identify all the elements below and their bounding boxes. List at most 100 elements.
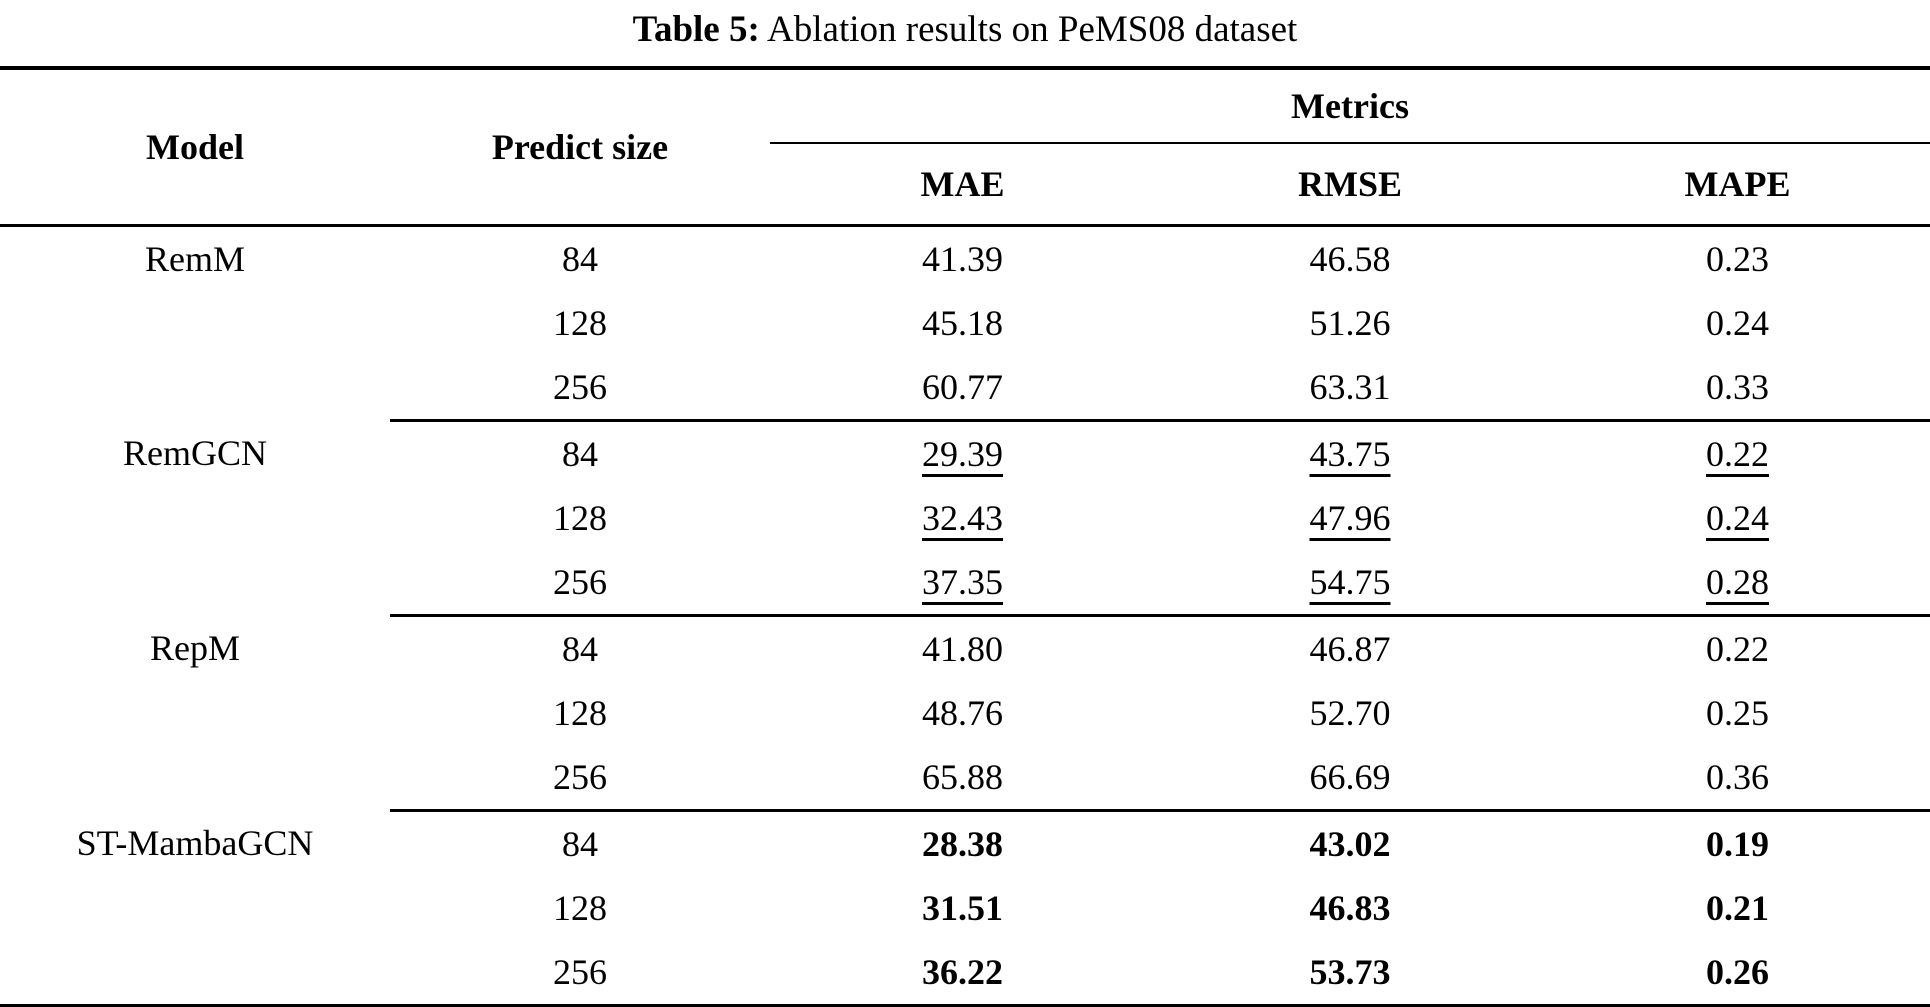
column-header-model: Model [0, 68, 390, 227]
mape-cell: 0.22 [1545, 421, 1930, 487]
rmse-value: 43.75 [1309, 434, 1391, 474]
mae-value: 28.38 [922, 824, 1003, 864]
mape-cell: 0.33 [1545, 355, 1930, 422]
mae-value: 60.77 [922, 367, 1003, 407]
rmse-value: 63.31 [1309, 367, 1391, 407]
mape-value: 0.22 [1706, 629, 1770, 669]
mape-value: 0.24 [1706, 498, 1770, 538]
predict-size-cell: 128 [553, 498, 607, 538]
mae-value: 41.39 [922, 239, 1003, 279]
mae-cell: 36.22 [770, 940, 1155, 1007]
rmse-value: 54.75 [1309, 562, 1391, 602]
rmse-cell: 43.75 [1155, 421, 1545, 487]
rmse-cell: 46.87 [1155, 616, 1545, 682]
table-row: ST-MambaGCN 84 28.38 43.02 0.19 [0, 811, 1930, 877]
mape-cell: 0.22 [1545, 616, 1930, 682]
rmse-cell: 51.26 [1155, 291, 1545, 355]
rmse-cell: 46.58 [1155, 226, 1545, 292]
mape-value: 0.26 [1706, 952, 1770, 992]
mape-value: 0.33 [1706, 367, 1770, 407]
table-row: RemGCN 84 29.39 43.75 0.22 [0, 421, 1930, 487]
rmse-cell: 54.75 [1155, 550, 1545, 617]
mape-cell: 0.26 [1545, 940, 1930, 1007]
mae-cell: 28.38 [770, 811, 1155, 877]
mape-value: 0.28 [1706, 562, 1770, 602]
mae-cell: 31.51 [770, 876, 1155, 940]
rmse-cell: 66.69 [1155, 745, 1545, 812]
model-cell: RepM [150, 627, 240, 668]
rmse-value: 51.26 [1309, 303, 1391, 343]
rmse-cell: 53.73 [1155, 940, 1545, 1007]
rmse-cell: 46.83 [1155, 876, 1545, 940]
header-row-metrics: MAE RMSE MAPE [0, 143, 1930, 227]
mae-cell: 37.35 [770, 550, 1155, 617]
table-row: 128 45.18 51.26 0.24 [0, 291, 1930, 355]
mae-value: 48.76 [922, 693, 1003, 733]
rmse-cell: 43.02 [1155, 811, 1545, 877]
column-header-mape: MAPE [1545, 143, 1930, 227]
mae-value: 36.22 [922, 952, 1003, 992]
predict-size-cell: 84 [562, 239, 598, 279]
table-row: 256 60.77 63.31 0.33 [0, 355, 1930, 422]
predict-size-cell: 256 [390, 745, 770, 812]
mape-cell: 0.23 [1545, 226, 1930, 292]
mae-cell: 65.88 [770, 745, 1155, 812]
predict-size-cell: 128 [553, 888, 607, 928]
table-caption: Table 5: Ablation results on PeMS08 data… [0, 0, 1930, 66]
mae-cell: 45.18 [770, 291, 1155, 355]
predict-size-cell: 256 [390, 940, 770, 1007]
mae-value: 45.18 [922, 303, 1003, 343]
table-row: RepM 84 41.80 46.87 0.22 [0, 616, 1930, 682]
column-header-rmse: RMSE [1155, 143, 1545, 227]
model-cell: RemGCN [123, 432, 267, 473]
mae-value: 31.51 [922, 888, 1003, 928]
mae-value: 32.43 [922, 498, 1003, 538]
mae-cell: 41.80 [770, 616, 1155, 682]
table-row: 128 32.43 47.96 0.24 [0, 486, 1930, 550]
table-caption-title: Ablation results on PeMS08 dataset [767, 9, 1298, 50]
mape-value: 0.22 [1706, 434, 1770, 474]
mae-cell: 32.43 [770, 486, 1155, 550]
mae-value: 29.39 [922, 434, 1003, 474]
mape-cell: 0.24 [1545, 486, 1930, 550]
mape-value: 0.23 [1706, 239, 1770, 279]
column-header-predict-size: Predict size [390, 68, 770, 227]
table-row: 256 36.22 53.73 0.26 [0, 940, 1930, 1007]
mape-cell: 0.21 [1545, 876, 1930, 940]
predict-size-cell: 128 [553, 693, 607, 733]
rmse-cell: 52.70 [1155, 681, 1545, 745]
predict-size-cell: 256 [390, 355, 770, 422]
rmse-value: 52.70 [1309, 693, 1391, 733]
mape-value: 0.21 [1706, 888, 1770, 928]
rmse-cell: 47.96 [1155, 486, 1545, 550]
mae-cell: 60.77 [770, 355, 1155, 422]
table-body: RemM 84 41.39 46.58 0.23 128 45.18 51.26 0.24 256… [0, 226, 1930, 1007]
rmse-value: 46.87 [1309, 629, 1391, 669]
mape-cell: 0.25 [1545, 681, 1930, 745]
mae-value: 37.35 [922, 562, 1003, 602]
mae-cell: 29.39 [770, 421, 1155, 487]
mape-value: 0.24 [1706, 303, 1770, 343]
table-row: 256 65.88 66.69 0.36 [0, 745, 1930, 812]
mape-cell: 0.19 [1545, 811, 1930, 877]
predict-size-cell: 84 [562, 434, 598, 474]
table-row: RemM 84 41.39 46.58 0.23 [0, 226, 1930, 292]
predict-size-cell: 84 [562, 629, 598, 669]
rmse-value: 47.96 [1309, 498, 1391, 538]
mae-cell: 41.39 [770, 226, 1155, 292]
header-row-group: Model Predict size Metrics [0, 68, 1930, 227]
mae-cell: 48.76 [770, 681, 1155, 745]
mape-value: 0.19 [1706, 824, 1770, 864]
predict-size-cell: 84 [562, 824, 598, 864]
table-row: 256 37.35 54.75 0.28 [0, 550, 1930, 617]
mape-value: 0.36 [1706, 757, 1770, 797]
model-cell: ST-MambaGCN [76, 822, 314, 863]
rmse-cell: 63.31 [1155, 355, 1545, 422]
rmse-value: 66.69 [1309, 757, 1391, 797]
predict-size-cell: 128 [553, 303, 607, 343]
rmse-value: 53.73 [1309, 952, 1391, 992]
ablation-results-table: Model Predict size Metrics MAE RMSE MAPE… [0, 66, 1930, 1007]
rmse-value: 46.58 [1309, 239, 1391, 279]
table-caption-label: Table 5: [632, 9, 760, 50]
